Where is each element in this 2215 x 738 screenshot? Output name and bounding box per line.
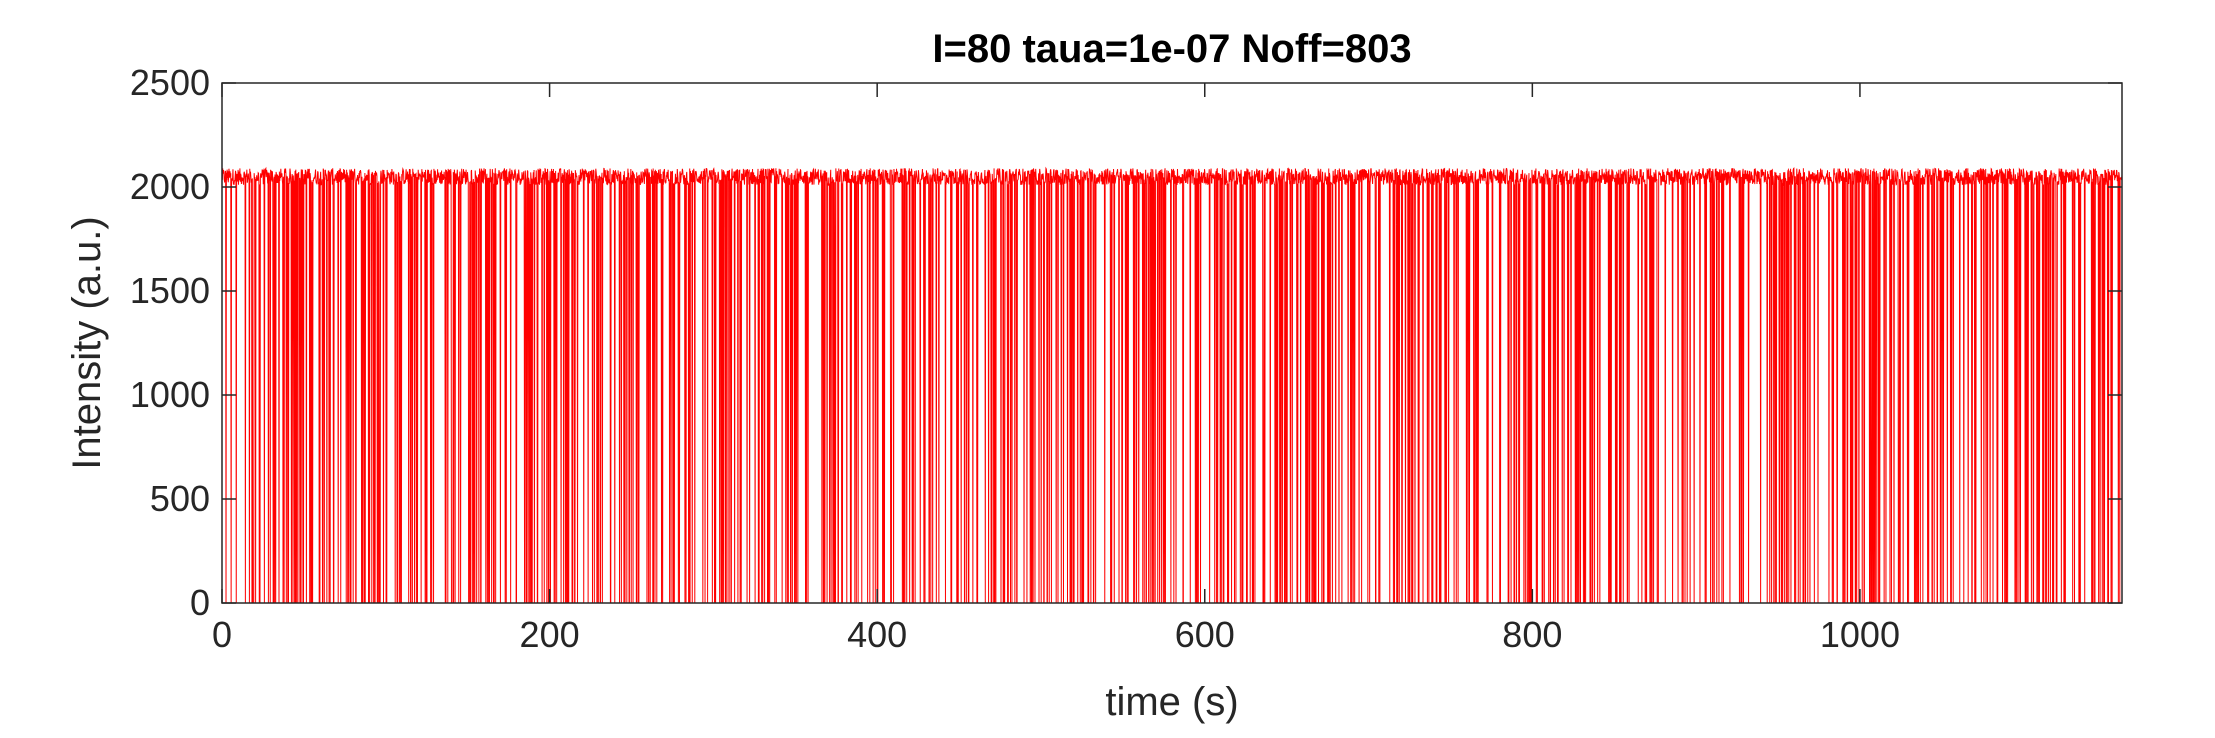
axis-ticks: 0 200 400 600 800 1000 0 500 1000 1500 2000 2500 [130,62,2122,655]
x-axis-label: time (s) [1105,680,1238,724]
y-tick-label: 1500 [130,270,210,311]
x-tick-label: 400 [847,614,907,655]
x-tick-label: 0 [212,614,232,655]
y-tick-label: 1000 [130,374,210,415]
y-axis-label: Intensity (a.u.) [65,216,109,469]
axes-box [221,82,2123,604]
y-tick-label: 500 [150,478,210,519]
x-tick-label: 200 [520,614,580,655]
x-tick-label: 800 [1502,614,1562,655]
x-tick-label: 600 [1175,614,1235,655]
chart-title: I=80 taua=1e-07 Noff=803 [932,27,1411,71]
y-tick-label: 2000 [130,166,210,207]
y-tick-label: 0 [190,582,210,623]
x-tick-label: 1000 [1820,614,1900,655]
y-tick-label: 2500 [130,62,210,103]
